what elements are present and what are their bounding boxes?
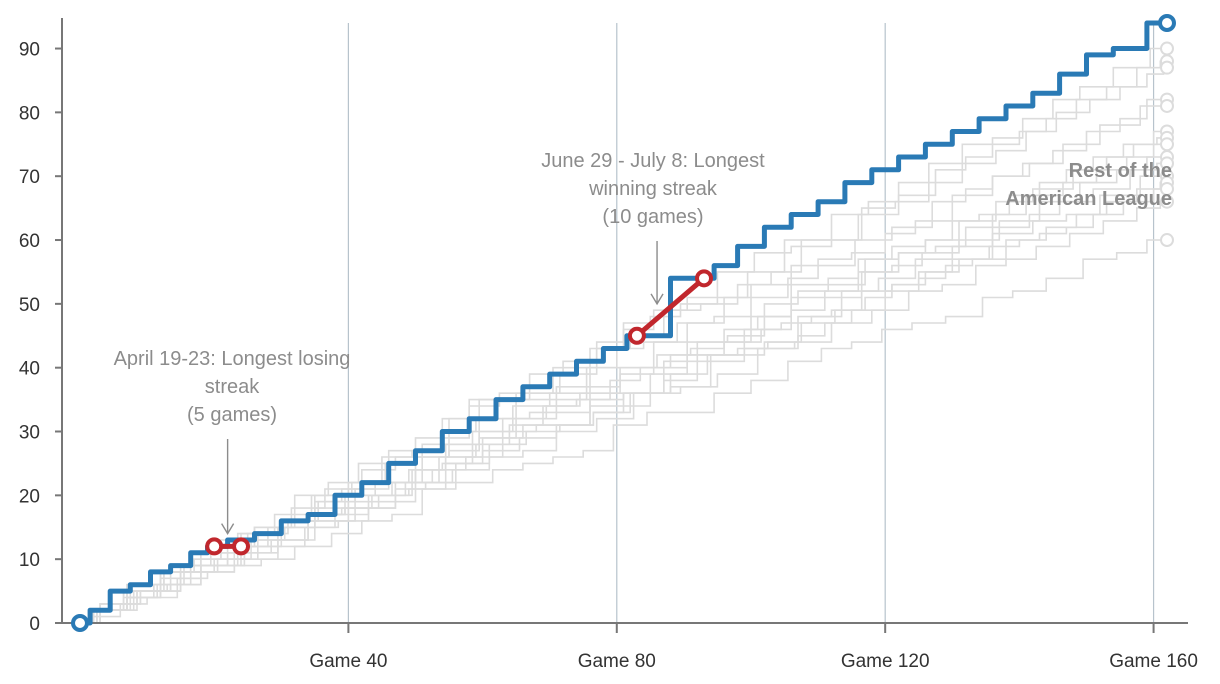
league-series-10 [80,175,1167,624]
annotation-0-line-2: (5 games) [187,404,277,426]
team-start-point [71,614,89,632]
league-endpoint-13 [1160,194,1174,209]
team-end-point [1158,14,1176,32]
streak-segment-1 [634,275,707,339]
annotation-arrowhead-1 [650,293,664,306]
annotation-1-line-2: (10 games) [602,206,703,228]
annotation-arrowhead-0 [221,523,235,535]
highlight-series-layer [71,14,1176,632]
tick-label-x-2: Game 120 [841,651,930,672]
league-endpoint-7 [1160,137,1174,152]
tick-label-x-3: Game 160 [1109,651,1198,672]
annotation-0-line-0: April 19-23: Longest losing [114,348,351,370]
league-endpoint-0 [1160,41,1174,56]
streak-start-point-1 [627,326,646,345]
annotation-layer: April 19-23: Longest losing streak (5 game… [114,150,1172,535]
league-endpoint-14 [1160,233,1174,248]
background-series-layer [80,41,1174,624]
tick-label-y-0: 0 [29,614,40,635]
streak-start-point-0 [205,537,224,556]
streak-end-point-0 [232,537,251,556]
league-endpoint-4 [1160,98,1174,113]
league-series-13 [80,200,1167,624]
annotation-1-line-0: June 29 - July 8: Longest [541,150,765,172]
tick-label-x-0: Game 40 [309,651,387,672]
tick-label-y-4: 40 [19,359,40,380]
tick-label-y-3: 30 [19,423,40,444]
tick-label-y-8: 80 [19,103,40,124]
tick-label-y-1: 10 [19,550,40,571]
tick-label-y-7: 70 [19,167,40,188]
tick-label-y-6: 60 [19,231,40,252]
tick-label-y-2: 20 [19,486,40,507]
league-endpoint-2 [1160,60,1174,75]
annotation-0-line-1: streak [205,376,260,398]
league-series-11 [80,181,1167,624]
league-series-14 [80,239,1167,624]
annotation-1-line-1: winning streak [588,178,718,200]
axis-layer: Game 40 Game 80 Game 120 Game 160 0 10 20 30 40 5… [19,18,1198,672]
grid-layer [347,23,1155,623]
streak-end-point-1 [695,269,714,288]
league-label-line-1: American League [1005,188,1172,210]
tick-label-y-5: 50 [19,295,40,316]
tick-label-y-9: 90 [19,40,40,61]
league-label-line-0: Rest of the [1069,160,1172,182]
tick-label-x-1: Game 80 [578,651,656,672]
